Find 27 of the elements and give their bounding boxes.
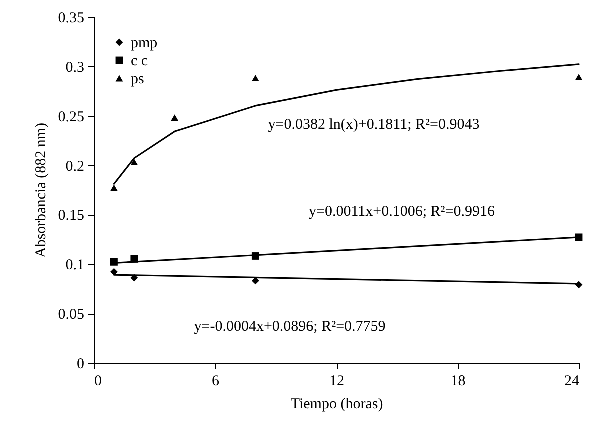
y-tick-label: 0.25 bbox=[58, 109, 84, 126]
y-tick-label: 0.1 bbox=[66, 258, 84, 274]
y-axis-title: Absorbancia (882 nm) bbox=[33, 123, 50, 258]
x-tick-label: 6 bbox=[212, 374, 220, 390]
x-tick-label: 18 bbox=[450, 374, 466, 390]
point bbox=[575, 74, 583, 81]
y-tick-label: 0.15 bbox=[58, 208, 84, 224]
x-axis-title: Tiempo (horas) bbox=[290, 396, 384, 412]
point bbox=[171, 114, 179, 122]
legend-label: pmp bbox=[131, 36, 158, 52]
point bbox=[130, 159, 138, 166]
y-tick-label: 0.05 bbox=[58, 307, 84, 324]
x-tick-label: 24 bbox=[564, 374, 580, 390]
point bbox=[110, 184, 118, 192]
annotation: y=0.0382 ln(x)+0.1811; R²=0.9043 bbox=[268, 117, 480, 133]
y-tick-label: 0.3 bbox=[66, 60, 84, 76]
legend-label: c c bbox=[131, 54, 148, 70]
annotation: y=-0.0004x+0.0896; R²=0.7759 bbox=[194, 319, 386, 335]
y-tick-label: 0.2 bbox=[66, 158, 84, 175]
legend-label: ps bbox=[131, 72, 144, 88]
x-tick-label: 0 bbox=[94, 374, 102, 390]
x-tick-label: 12 bbox=[330, 374, 344, 390]
annotation: y=0.0011x+0.1006; R²=0.9916 bbox=[309, 204, 496, 220]
point bbox=[252, 75, 260, 82]
y-tick-label: 0 bbox=[77, 356, 84, 372]
point bbox=[130, 274, 138, 282]
y-tick-label: 0.35 bbox=[58, 10, 84, 26]
